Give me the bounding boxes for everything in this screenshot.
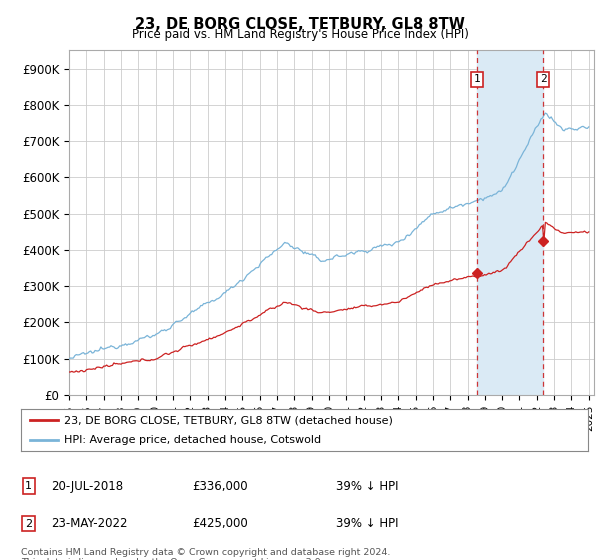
Text: 2: 2: [25, 519, 32, 529]
Text: 39% ↓ HPI: 39% ↓ HPI: [336, 479, 398, 493]
Text: HPI: Average price, detached house, Cotswold: HPI: Average price, detached house, Cots…: [64, 435, 320, 445]
Text: 23, DE BORG CLOSE, TETBURY, GL8 8TW (detached house): 23, DE BORG CLOSE, TETBURY, GL8 8TW (det…: [64, 415, 392, 425]
Text: 20-JUL-2018: 20-JUL-2018: [51, 479, 123, 493]
Text: 1: 1: [25, 481, 32, 491]
Text: £425,000: £425,000: [192, 517, 248, 530]
Text: 23-MAY-2022: 23-MAY-2022: [51, 517, 128, 530]
Text: 1: 1: [473, 74, 480, 85]
Text: 23, DE BORG CLOSE, TETBURY, GL8 8TW: 23, DE BORG CLOSE, TETBURY, GL8 8TW: [135, 17, 465, 32]
Text: 39% ↓ HPI: 39% ↓ HPI: [336, 517, 398, 530]
Text: 2: 2: [540, 74, 547, 85]
Bar: [477, 50, 543, 395]
Text: £336,000: £336,000: [192, 479, 248, 493]
Text: Price paid vs. HM Land Registry's House Price Index (HPI): Price paid vs. HM Land Registry's House …: [131, 28, 469, 41]
Text: Contains HM Land Registry data © Crown copyright and database right 2024.
This d: Contains HM Land Registry data © Crown c…: [21, 548, 391, 560]
